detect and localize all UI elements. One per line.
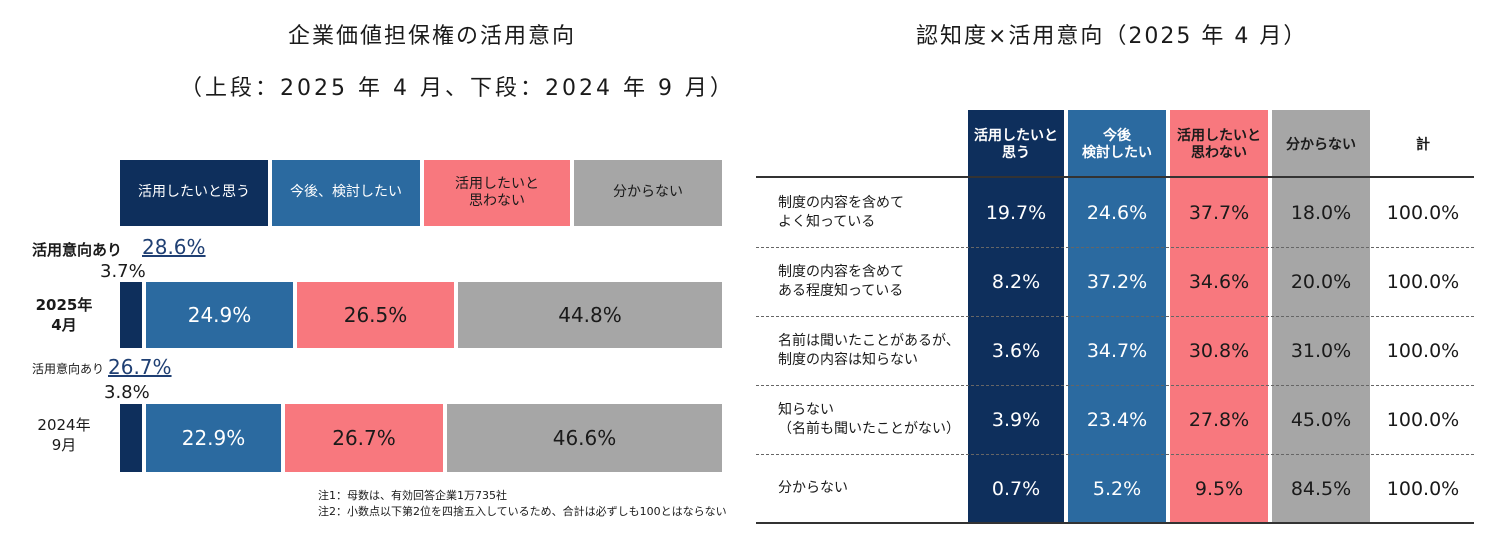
row-label: 制度の内容を含めて よく知っている (778, 194, 904, 230)
col-header-total: 計 (1416, 136, 1430, 153)
legend-consider: 今後、検討したい (272, 160, 420, 226)
table-cell-total: 100.0% (1386, 408, 1460, 431)
left-chart-subtitle: （上段：2025 年 4 月、下段：2024 年 9 月） (180, 76, 735, 101)
table-cell: 19.7% (985, 201, 1047, 224)
table-cell: 31.0% (1290, 339, 1352, 362)
table-cell: 0.7% (991, 477, 1041, 500)
col-body-consider (1068, 180, 1166, 524)
right-table-title: 認知度×活用意向（2025 年 4 月） (916, 24, 1308, 49)
legend-activate: 活用したいと思う (120, 160, 268, 226)
row-separator (756, 454, 1474, 455)
table-cell-total: 100.0% (1386, 270, 1460, 293)
row-separator (756, 247, 1474, 248)
legend-unknown: 分からない (574, 160, 722, 226)
bar-segment-consider-2025: 24.9% (146, 282, 293, 348)
col-body-unknown (1272, 180, 1370, 524)
table-bottom-border (756, 522, 1474, 524)
table-cell: 18.0% (1290, 201, 1352, 224)
col-header-unknown: 分からない (1272, 110, 1370, 180)
stacked-bar-2024: 22.9% 26.7% 46.6% (120, 404, 722, 472)
table-cell: 20.0% (1290, 270, 1352, 293)
table-cell: 5.2% (1092, 477, 1142, 500)
row-label: 分からない (778, 480, 848, 497)
intent-value-2025: 28.6% (142, 235, 206, 259)
left-chart-title: 企業価値担保権の活用意向 (288, 24, 577, 49)
small-pct-2025: 3.7% (100, 261, 146, 282)
bar-segment-activate-2025 (120, 282, 142, 348)
stacked-bar-2025: 24.9% 26.5% 44.8% (120, 282, 722, 348)
legend-not-activate-label: 活用したいと 思わない (455, 175, 539, 210)
legend-unknown-label: 分からない (613, 184, 683, 201)
table-cell: 8.2% (991, 270, 1041, 293)
table-cell-total: 100.0% (1386, 201, 1460, 224)
table-cell: 34.7% (1086, 339, 1148, 362)
row-label-2025: 2025年 4月 (35, 296, 93, 334)
legend-consider-label: 今後、検討したい (290, 184, 402, 201)
table-cell: 37.2% (1086, 270, 1148, 293)
note-2: 注2：小数点以下第2位を四捨五入しているため、合計は必ずしも100とはならない (318, 505, 727, 518)
intent-value-2024: 26.7% (108, 355, 172, 379)
legend-activate-label: 活用したいと思う (138, 184, 250, 201)
legend-not-activate: 活用したいと 思わない (424, 160, 570, 226)
row-label: 制度の内容を含めて ある程度知っている (778, 263, 904, 299)
table-cell: 84.5% (1290, 477, 1352, 500)
small-pct-2024: 3.8% (104, 382, 150, 403)
note-1: 注1：母数は、有効回答企業1万735社 (318, 489, 507, 502)
header-separator (756, 176, 1474, 178)
table-cell: 34.6% (1188, 270, 1250, 293)
table-cell: 30.8% (1188, 339, 1250, 362)
table-cell: 27.8% (1188, 408, 1250, 431)
row-label: 知らない （名前も聞いたことがない） (778, 401, 960, 437)
table-cell: 23.4% (1086, 408, 1148, 431)
awareness-table: 活用したいと 思う 今後 検討したい 活用したいと 思わない 分からない 計 制… (756, 110, 1474, 524)
bar-segment-unknown-2025: 44.8% (458, 282, 722, 348)
intent-label-2024: 活用意向あり (32, 362, 105, 376)
col-body-not-activate (1170, 180, 1268, 524)
col-header-activate: 活用したいと 思う (968, 110, 1064, 180)
bar-segment-unknown-2024: 46.6% (447, 404, 722, 472)
col-body-activate (968, 180, 1064, 524)
table-cell: 9.5% (1194, 477, 1244, 500)
table-cell-total: 100.0% (1386, 477, 1460, 500)
row-separator (756, 316, 1474, 317)
bar-segment-activate-2024 (120, 404, 142, 472)
col-header-consider: 今後 検討したい (1068, 110, 1166, 180)
table-cell: 24.6% (1086, 201, 1148, 224)
col-header-not-activate: 活用したいと 思わない (1170, 110, 1268, 180)
bar-segment-not-activate-2025: 26.5% (297, 282, 454, 348)
table-cell: 3.9% (991, 408, 1041, 431)
row-label-2024: 2024年 9月 (37, 416, 91, 454)
row-label: 名前は聞いたことがあるが、 制度の内容は知らない (778, 332, 960, 368)
bar-segment-consider-2024: 22.9% (146, 404, 281, 472)
table-cell: 37.7% (1188, 201, 1250, 224)
table-cell-total: 100.0% (1386, 339, 1460, 362)
table-cell: 45.0% (1290, 408, 1352, 431)
row-separator (756, 385, 1474, 386)
bar-segment-not-activate-2024: 26.7% (285, 404, 443, 472)
intent-label-2025: 活用意向あり (32, 241, 123, 259)
table-cell: 3.6% (991, 339, 1041, 362)
